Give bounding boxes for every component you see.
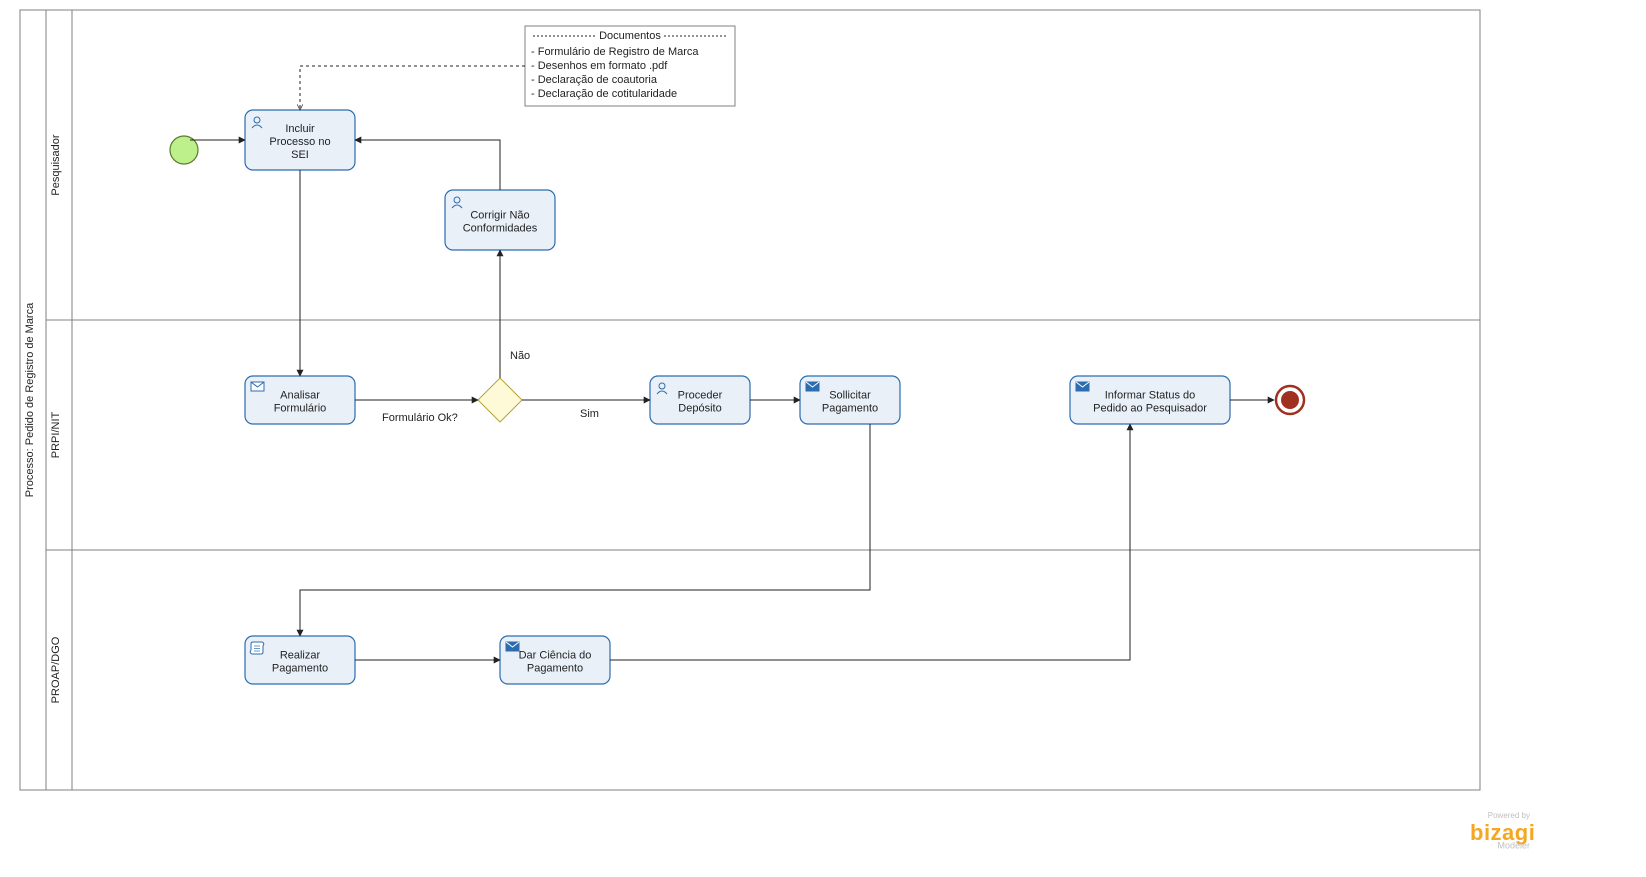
task-t_corrigir: Corrigir NãoConformidades [445, 190, 555, 250]
svg-text:SEI: SEI [291, 149, 309, 161]
lane-title-lane1: Pesquisador [50, 134, 62, 195]
svg-text:Modeler: Modeler [1497, 840, 1530, 850]
svg-text:Formulário: Formulário [274, 402, 327, 414]
svg-text:Não: Não [510, 350, 530, 362]
svg-text:Proceder: Proceder [678, 389, 723, 401]
lane-title-lane3: PROAP/DGO [50, 636, 62, 703]
task-t_deposito: ProcederDepósito [650, 376, 750, 424]
task-t_ciencia: Dar Ciência doPagamento [500, 636, 610, 684]
svg-text:Depósito: Depósito [678, 402, 721, 414]
watermark: Powered bybizagiModeler [1470, 811, 1535, 850]
svg-text:Realizar: Realizar [280, 649, 321, 661]
svg-text:Dar Ciência do: Dar Ciência do [519, 649, 592, 661]
svg-text:Powered by: Powered by [1488, 811, 1530, 820]
svg-text:Pagamento: Pagamento [527, 662, 583, 674]
svg-text:Analisar: Analisar [280, 389, 320, 401]
task-t_analisar: AnalisarFormulário [245, 376, 355, 424]
svg-text:- Formulário de Registro de Ma: - Formulário de Registro de Marca [531, 46, 699, 58]
svg-text:- Declaração de coautoria: - Declaração de coautoria [531, 74, 658, 86]
bpmn-diagram: Processo: Pedido de Registro de Marca Pes… [0, 0, 1646, 877]
lane-title-lane2: PRPI/NIT [50, 411, 62, 458]
task-t_solic: SollicitarPagamento [800, 376, 900, 424]
svg-text:Sollicitar: Sollicitar [829, 389, 871, 401]
svg-text:Formulário Ok?: Formulário Ok? [382, 412, 458, 424]
svg-text:Conformidades: Conformidades [463, 222, 538, 234]
flow-t_solic-t_realizar [300, 424, 870, 636]
flow-t_corrigir-t_incluir [355, 140, 500, 190]
svg-text:Sim: Sim [580, 408, 599, 420]
svg-text:- Desenhos em formato .pdf: - Desenhos em formato .pdf [531, 60, 668, 72]
svg-text:Documentos: Documentos [599, 30, 661, 42]
task-t_informar: Informar Status doPedido ao Pesquisador [1070, 376, 1230, 424]
svg-text:- Declaração de cotitularidade: - Declaração de cotitularidade [531, 88, 677, 100]
svg-text:Informar Status do: Informar Status do [1105, 389, 1196, 401]
svg-text:Pedido ao Pesquisador: Pedido ao Pesquisador [1093, 402, 1207, 414]
gateway-g_ok [478, 378, 522, 422]
diagram-svg: Processo: Pedido de Registro de Marca Pes… [0, 0, 1646, 877]
svg-text:Corrigir Não: Corrigir Não [470, 209, 529, 221]
pool-title: Processo: Pedido de Registro de Marca [24, 302, 36, 497]
svg-text:Processo no: Processo no [269, 136, 330, 148]
svg-text:Pagamento: Pagamento [272, 662, 328, 674]
svg-text:Pagamento: Pagamento [822, 402, 878, 414]
annotation-association [300, 66, 525, 110]
task-t_realizar: RealizarPagamento [245, 636, 355, 684]
task-t_incluir: IncluirProcesso noSEI [245, 110, 355, 170]
svg-text:Incluir: Incluir [285, 123, 315, 135]
